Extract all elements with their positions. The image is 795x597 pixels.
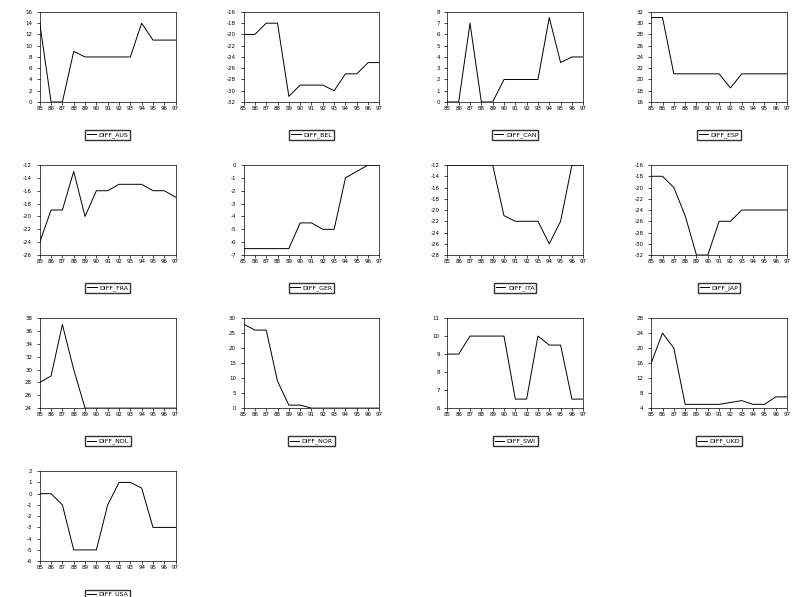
Legend: DIFF_GER: DIFF_GER [289,284,335,293]
Legend: DIFF_CAN: DIFF_CAN [492,130,538,140]
Legend: DIFF_ESP: DIFF_ESP [697,130,741,140]
Legend: DIFF_ITA: DIFF_ITA [494,284,537,293]
Legend: DIFF_NOR: DIFF_NOR [288,436,335,447]
Legend: DIFF_USA: DIFF_USA [85,589,130,597]
Legend: DIFF_SWI: DIFF_SWI [493,436,537,447]
Legend: DIFF_JAP: DIFF_JAP [698,284,740,293]
Legend: DIFF_BEL: DIFF_BEL [289,130,334,140]
Legend: DIFF_NDL: DIFF_NDL [85,436,130,447]
Legend: DIFF_AUS: DIFF_AUS [85,130,130,140]
Legend: DIFF_UKD: DIFF_UKD [696,436,743,447]
Legend: DIFF_FRA: DIFF_FRA [85,284,130,293]
